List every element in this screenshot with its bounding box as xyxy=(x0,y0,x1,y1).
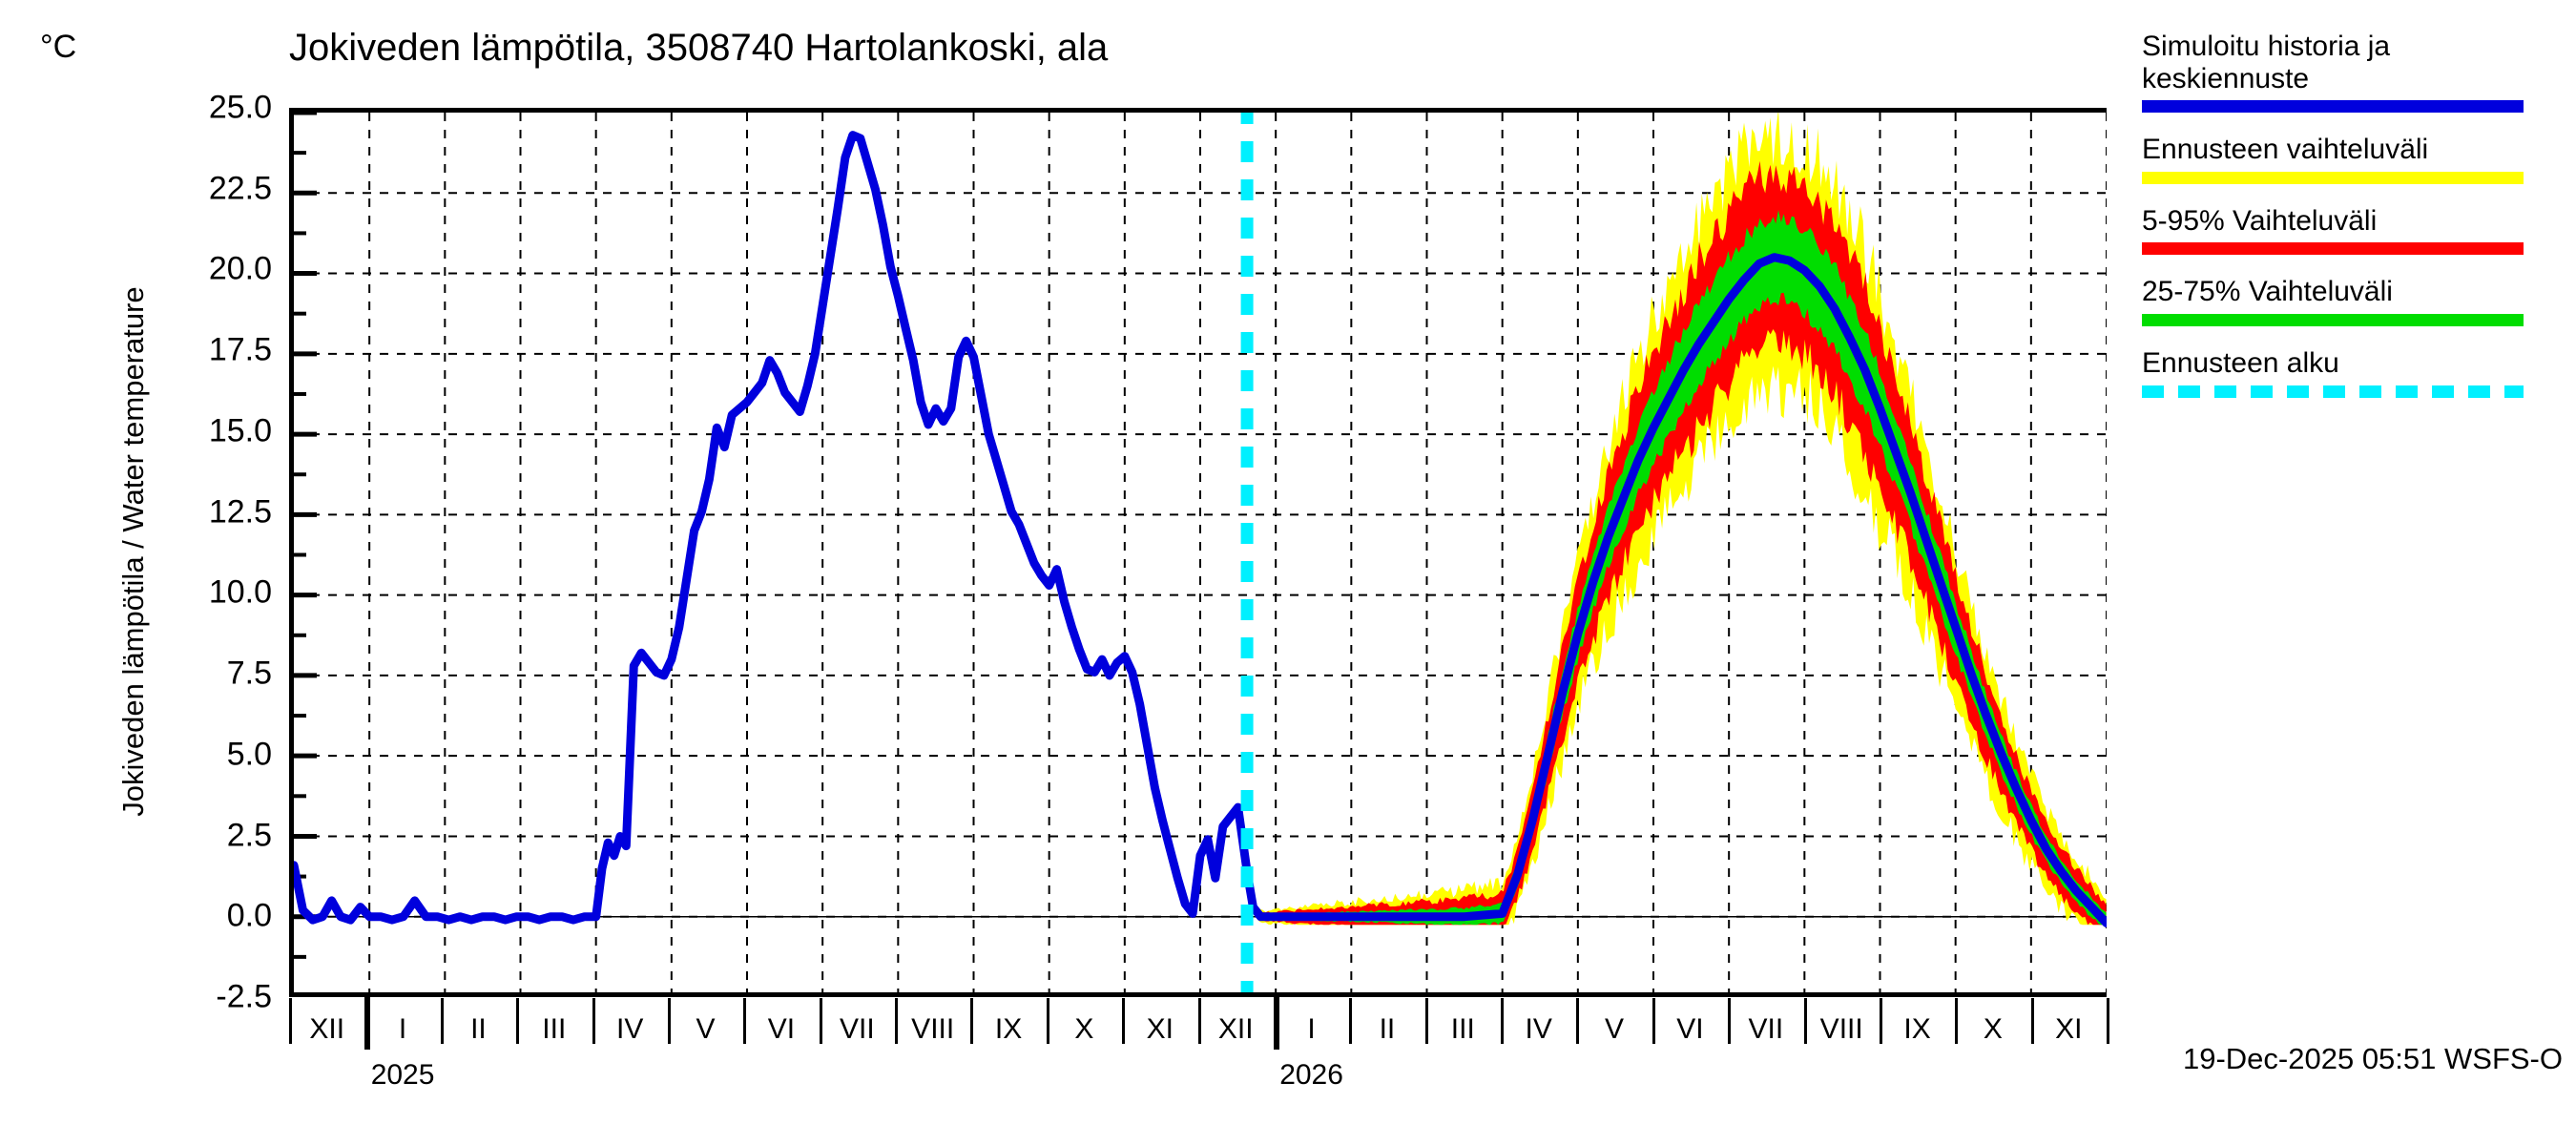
x-axis-tick-mark xyxy=(440,998,444,1044)
x-axis-tick-label: IX xyxy=(994,1013,1023,1045)
x-axis-tick-label: XI xyxy=(1146,1013,1174,1045)
x-axis-tick-mark xyxy=(1803,998,1807,1044)
forecast-range-band xyxy=(1247,113,2107,926)
legend-label: 25-75% Vaihteluväli xyxy=(2142,276,2393,308)
x-axis-tick-mark xyxy=(1122,998,1126,1044)
y-axis-tick-label: 2.5 xyxy=(226,817,272,854)
x-axis-tick-label: IV xyxy=(1525,1013,1552,1045)
x-axis-tick-mark xyxy=(1501,998,1504,1044)
y-axis-tick-labels: 25.0 22.5 20.0 17.5 15.0 12.5 10.0 7.5 5.0 2.5 0.0… xyxy=(114,90,272,1015)
x-axis-tick-mark xyxy=(289,998,292,1044)
legend-swatch-range-5-95 xyxy=(2142,242,2524,256)
y-axis-tick-label: 22.5 xyxy=(208,170,272,207)
x-axis-tick-label: IV xyxy=(616,1013,644,1045)
y-axis-tick-label: 12.5 xyxy=(208,493,272,531)
x-axis-tick-label: III xyxy=(542,1013,567,1045)
x-axis-tick-label: II xyxy=(470,1013,487,1045)
chart-title: Jokiveden lämpötila, 3508740 Hartolankos… xyxy=(289,27,1109,69)
x-axis-tick-mark xyxy=(667,998,671,1044)
legend-label: Ennusteen alku xyxy=(2142,346,2339,379)
y-axis-tick-label: 17.5 xyxy=(208,331,272,368)
timestamp-label: 19-Dec-2025 05:51 WSFS-O xyxy=(2182,1042,2563,1075)
mean-line xyxy=(294,131,2107,927)
x-axis-tick-mark xyxy=(592,998,595,1044)
y-axis-tick-label: 7.5 xyxy=(226,655,272,692)
x-axis-tick-label: VII xyxy=(1748,1013,1784,1045)
x-axis-tick-label: X xyxy=(1074,1013,1094,1045)
y-axis-tick-label: 10.0 xyxy=(208,573,272,611)
x-axis-tick-mark xyxy=(1652,998,1655,1044)
x-axis-tick-mark xyxy=(1349,998,1353,1044)
legend-label: Ennusteen vaihteluväli xyxy=(2142,134,2429,166)
x-axis-tick-mark xyxy=(516,998,520,1044)
y-axis-tick-label: -2.5 xyxy=(216,978,272,1015)
x-axis-tick-mark xyxy=(1576,998,1580,1044)
legend-swatch-forecast-start xyxy=(2142,385,2524,398)
legend-swatch-range-25-75 xyxy=(2142,313,2524,326)
x-axis-tick-label: XII xyxy=(309,1013,345,1045)
x-axis-tick-label: XI xyxy=(2055,1013,2083,1045)
x-axis-tick-mark xyxy=(1046,998,1049,1044)
plot-canvas xyxy=(294,113,2107,992)
x-axis-tick-label: V xyxy=(696,1013,716,1045)
x-axis-tick-label: V xyxy=(1605,1013,1625,1045)
x-axis-tick-label: VI xyxy=(767,1013,796,1045)
y-axis-tick-label: 15.0 xyxy=(208,412,272,449)
x-axis-tick-label: II xyxy=(1379,1013,1396,1045)
y-axis-tick-label: 20.0 xyxy=(208,250,272,287)
x-axis-tick-labels: XII I II III IV V VI VII VIII IX X XI XII I II III IV V VI… xyxy=(289,996,2109,1091)
x-axis-tick-mark xyxy=(970,998,974,1044)
x-axis-tick-mark xyxy=(1728,998,1732,1044)
x-axis-tick-mark xyxy=(1879,998,1882,1044)
x-axis-tick-mark xyxy=(895,998,898,1044)
x-axis-tick-label: X xyxy=(1983,1013,2003,1045)
x-axis-tick-label: VIII xyxy=(911,1013,955,1045)
y-axis-tick-label: 5.0 xyxy=(226,736,272,773)
x-axis-tick-mark xyxy=(819,998,822,1044)
chart-svg xyxy=(294,113,2107,992)
x-axis-tick-label: I xyxy=(398,1013,407,1045)
legend-swatch-simulated-history-mean-forecast xyxy=(2142,100,2524,114)
x-axis-tick-mark xyxy=(1955,998,1959,1044)
x-axis-tick-label: VIII xyxy=(1819,1013,1863,1045)
x-axis-tick-label: IX xyxy=(1903,1013,1931,1045)
x-axis-tick-label: VII xyxy=(839,1013,875,1045)
x-axis-tick-mark xyxy=(1424,998,1428,1044)
y-axis-tick-label: 25.0 xyxy=(208,89,272,126)
unit-label: °C xyxy=(40,29,77,65)
legend-label: 5-95% Vaihteluväli xyxy=(2142,204,2378,237)
x-axis-tick-label: III xyxy=(1450,1013,1475,1045)
x-axis-tick-label: I xyxy=(1307,1013,1316,1045)
x-axis-year-label: 2025 xyxy=(370,1059,435,1091)
x-axis-tick-mark xyxy=(364,996,371,1050)
legend-swatch-forecast-range xyxy=(2142,171,2524,184)
plot-area xyxy=(289,108,2107,997)
legend: Simuloitu historia ja keskiennuste Ennust… xyxy=(2142,31,2562,419)
x-axis-tick-mark xyxy=(2107,998,2109,1044)
x-axis-tick-mark xyxy=(2030,998,2034,1044)
x-axis-tick-mark xyxy=(1273,996,1279,1050)
y-axis-tick-label: 0.0 xyxy=(226,897,272,934)
legend-label: Simuloitu historia ja keskiennuste xyxy=(2142,31,2391,94)
x-axis-tick-mark xyxy=(743,998,747,1044)
x-axis-year-label: 2026 xyxy=(1279,1059,1343,1091)
x-axis-tick-label: VI xyxy=(1676,1013,1704,1045)
x-axis-tick-mark xyxy=(1197,998,1201,1044)
x-axis-tick-label: XII xyxy=(1217,1013,1254,1045)
